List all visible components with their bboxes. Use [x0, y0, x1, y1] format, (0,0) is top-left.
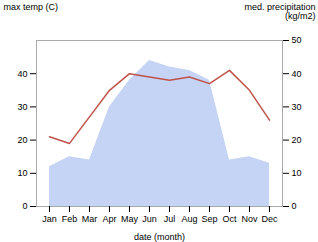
svg-text:Dec: Dec — [261, 214, 278, 224]
svg-text:med. precipitation(kg/m2): med. precipitation(kg/m2) — [244, 2, 315, 21]
svg-text:Jun: Jun — [142, 214, 157, 224]
svg-text:30: 30 — [292, 102, 302, 112]
svg-text:40: 40 — [17, 69, 27, 79]
svg-text:Sep: Sep — [201, 214, 217, 224]
svg-text:May: May — [121, 214, 139, 224]
svg-text:40: 40 — [292, 69, 302, 79]
svg-text:20: 20 — [292, 135, 302, 145]
svg-text:0: 0 — [22, 201, 27, 211]
svg-text:Aug: Aug — [181, 214, 197, 224]
svg-text:10: 10 — [292, 168, 302, 178]
svg-text:20: 20 — [17, 135, 27, 145]
svg-text:0: 0 — [292, 201, 297, 211]
svg-text:Apr: Apr — [102, 214, 116, 224]
svg-text:50: 50 — [292, 35, 302, 45]
svg-text:date (month): date (month) — [134, 232, 185, 242]
svg-text:Oct: Oct — [222, 214, 237, 224]
svg-text:Nov: Nov — [241, 214, 258, 224]
svg-text:Jul: Jul — [164, 214, 176, 224]
svg-text:Jan: Jan — [42, 214, 57, 224]
svg-text:30: 30 — [17, 102, 27, 112]
svg-text:Feb: Feb — [62, 214, 78, 224]
svg-text:10: 10 — [17, 168, 27, 178]
svg-text:Mar: Mar — [82, 214, 98, 224]
svg-text:max temp (C): max temp (C) — [4, 2, 59, 12]
